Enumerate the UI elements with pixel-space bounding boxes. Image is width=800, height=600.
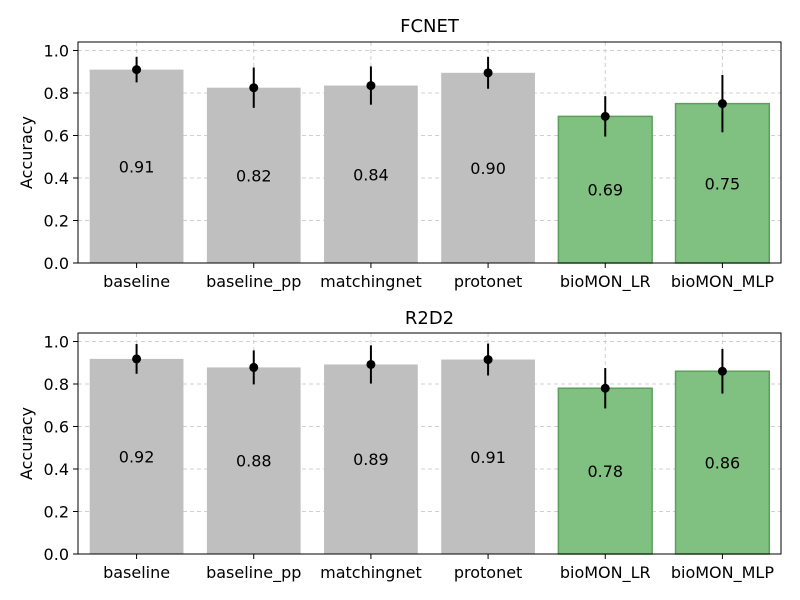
mean-point <box>249 362 259 372</box>
bar-baseline_pp <box>206 367 301 554</box>
mean-point <box>600 111 610 121</box>
bar-protonet <box>441 72 535 263</box>
x-tick-label: protonet <box>454 272 523 291</box>
mean-point <box>717 366 727 376</box>
bar-value-label: 0.69 <box>587 181 623 200</box>
y-tick-label: 0.8 <box>44 375 69 394</box>
mean-point <box>483 68 493 78</box>
y-tick-label: 0.8 <box>44 84 69 103</box>
mean-point <box>366 359 376 369</box>
y-tick-label: 0.6 <box>44 127 69 146</box>
bar-value-label: 0.82 <box>236 166 272 185</box>
bar-matchingnet <box>324 364 418 554</box>
bar-baseline <box>89 69 184 263</box>
x-tick-label: matchingnet <box>320 563 422 582</box>
bar-value-label: 0.92 <box>119 447 155 466</box>
x-tick-label: bioMON_LR <box>560 563 651 583</box>
bar-value-label: 0.88 <box>236 452 272 471</box>
y-tick-label: 1.0 <box>44 42 69 61</box>
mean-point <box>249 83 259 93</box>
y-tick-label: 0.2 <box>44 212 69 231</box>
bar-protonet <box>441 359 535 554</box>
mean-point <box>366 81 376 91</box>
x-tick-label: baseline_pp <box>206 272 301 292</box>
bar-value-label: 0.84 <box>353 165 389 184</box>
y-tick-label: 1.0 <box>44 333 69 352</box>
y-axis-label: Accuracy <box>17 407 36 480</box>
x-tick-label: baseline_pp <box>206 563 301 583</box>
mean-point <box>132 354 142 364</box>
chart-r2d2: R2D2 0.92 0.88 0.89 0.91 0.78 0.86 0.0 0.2 0.4 0.6… <box>17 308 782 583</box>
plot-frame <box>77 41 782 264</box>
y-tick-label: 0.4 <box>44 460 69 479</box>
bar-baseline_pp <box>206 87 301 263</box>
y-tick-label: 0.6 <box>44 418 69 437</box>
bar-value-label: 0.89 <box>353 450 389 469</box>
mean-point <box>483 355 493 365</box>
x-tick-label: bioMON_LR <box>560 272 651 292</box>
x-tick-label: baseline <box>103 563 170 582</box>
bar-value-label: 0.90 <box>470 159 506 178</box>
x-tick-label: bioMON_MLP <box>671 272 774 292</box>
y-tick-label: 0.0 <box>44 545 69 564</box>
bar-value-label: 0.86 <box>705 454 741 473</box>
mean-point <box>717 99 727 109</box>
y-axis-label: Accuracy <box>17 116 36 189</box>
y-tick-label: 0.4 <box>44 169 69 188</box>
x-tick-label: protonet <box>454 563 523 582</box>
mean-point <box>600 383 610 393</box>
bar-value-label: 0.91 <box>470 448 506 467</box>
x-tick-label: matchingnet <box>320 272 422 291</box>
chart-title: R2D2 <box>405 308 454 329</box>
bar-value-label: 0.75 <box>705 174 741 193</box>
y-tick-label: 0.0 <box>44 254 69 273</box>
x-tick-label: baseline <box>103 272 170 291</box>
bar-baseline <box>89 358 184 554</box>
bar-matchingnet <box>324 85 418 263</box>
bar-value-label: 0.91 <box>119 157 155 176</box>
y-tick-label: 0.2 <box>44 503 69 522</box>
chart-fcnet: FCNET 0.91 0.82 0.84 0.90 0.69 0.75 0.0 0.2 0.4 0.… <box>17 16 782 292</box>
mean-point <box>132 65 142 75</box>
bar-value-label: 0.78 <box>587 462 623 481</box>
chart-title: FCNET <box>400 16 460 37</box>
plot-frame <box>77 332 782 555</box>
x-tick-label: bioMON_MLP <box>671 563 774 583</box>
bar-bioMON_MLP <box>674 370 771 555</box>
